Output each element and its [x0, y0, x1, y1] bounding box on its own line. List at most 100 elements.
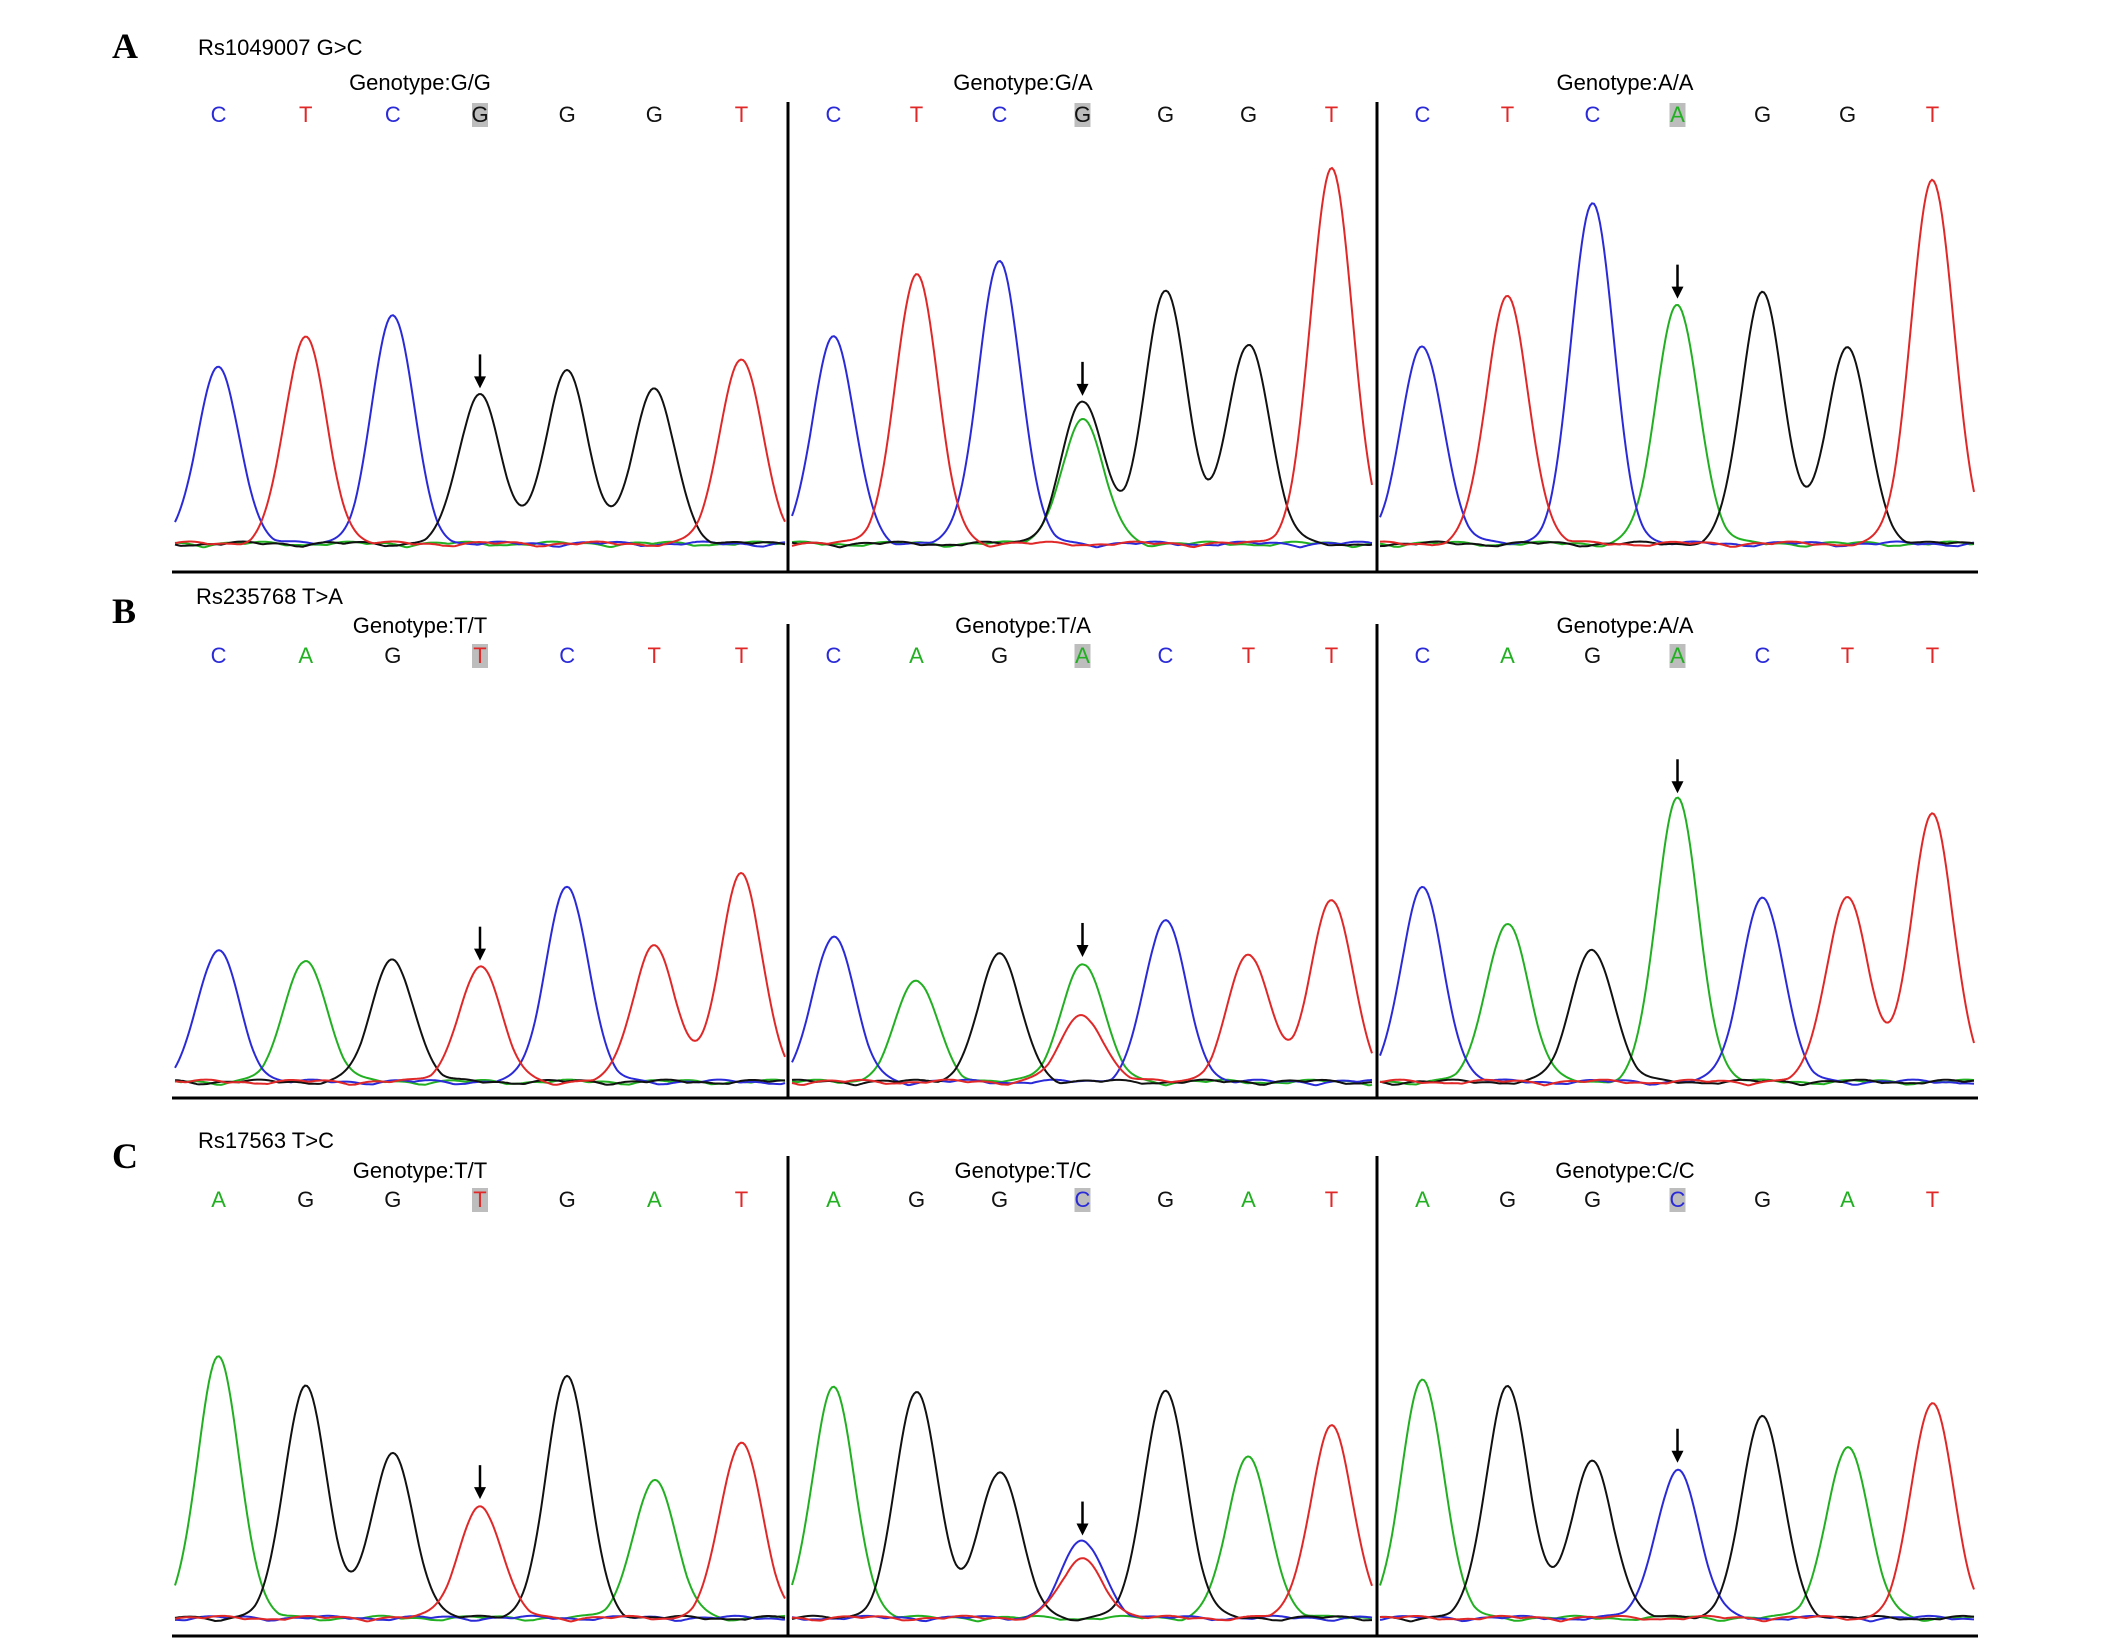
trace-a: [174, 1355, 786, 1622]
base-call-letter: C: [1158, 643, 1174, 668]
base-call-letter: G: [1074, 102, 1091, 127]
variant-highlight: [1669, 644, 1686, 668]
trace-g: [174, 958, 785, 1086]
trace-c: [1379, 1468, 1975, 1623]
variant-arrowhead: [1076, 383, 1089, 396]
base-call-letter: G: [1584, 1187, 1601, 1212]
base-call-letter: T: [735, 102, 748, 127]
base-call-letter: A: [1075, 643, 1090, 668]
panel-a-genotype-1-title: Genotype:G/G: [349, 70, 491, 95]
base-call-letter: C: [826, 643, 842, 668]
base-call-letter: T: [1325, 643, 1338, 668]
trace-t: [792, 1424, 1373, 1622]
base-call-letter: T: [648, 643, 661, 668]
base-call-letter: A: [1415, 1187, 1430, 1212]
base-call-letter: A: [211, 1187, 226, 1212]
panel-c-snp-title: Rs17563 T>C: [198, 1128, 334, 1153]
panel-b-snp-title: Rs235768 T>A: [196, 584, 343, 609]
base-call-letter: T: [473, 643, 486, 668]
chromatogram-traces: [174, 166, 1975, 1623]
base-call-letter: G: [559, 102, 576, 127]
base-call-letter: C: [559, 643, 575, 668]
variant-highlight: [472, 644, 488, 668]
trace-t: [1380, 178, 1975, 548]
trace-g: [791, 952, 1373, 1087]
trace-c: [174, 885, 786, 1086]
base-call-letter: G: [297, 1187, 314, 1212]
variant-arrowhead: [1671, 1450, 1684, 1463]
variant-arrowhead: [1671, 781, 1684, 794]
trace-g: [1379, 948, 1975, 1087]
trace-t: [1379, 1402, 1975, 1623]
base-call-letter: A: [1500, 643, 1515, 668]
variant-highlight: [472, 103, 488, 127]
panel-b-genotype-1-title: Genotype:T/T: [353, 613, 488, 638]
base-call-letter: G: [908, 1187, 925, 1212]
variant-arrowhead: [1671, 286, 1684, 299]
base-call-letter: C: [211, 643, 227, 668]
variant-highlight: [1074, 103, 1091, 127]
base-call-letter: G: [1754, 102, 1771, 127]
base-call-letter: A: [1670, 102, 1685, 127]
base-call-letter: C: [1415, 643, 1431, 668]
variant-highlight: [1669, 103, 1686, 127]
panel-b-genotype-2-title: Genotype:T/A: [955, 613, 1091, 638]
panel-a-genotype-2-title: Genotype:G/A: [953, 70, 1093, 95]
base-call-letter: C: [826, 102, 842, 127]
variant-arrowhead: [474, 948, 486, 961]
panel-b-genotype-3-title: Genotype:A/A: [1557, 613, 1694, 638]
base-call-letter: G: [471, 102, 488, 127]
base-calls: C T C G G G T C T C G G G T C T C A G G T C A G T C T T C A G A C T T C A G A C…: [211, 102, 1939, 1212]
base-call-letter: T: [473, 1187, 486, 1212]
trace-a: [791, 417, 1373, 549]
variant-highlight: [1074, 644, 1091, 668]
trace-t: [791, 166, 1373, 549]
base-call-letter: G: [991, 1187, 1008, 1212]
base-call-letter: T: [1841, 643, 1854, 668]
panel-c-genotype-2-title: Genotype:T/C: [955, 1158, 1092, 1183]
base-call-letter: G: [1584, 643, 1601, 668]
base-call-letter: G: [1839, 102, 1856, 127]
base-call-letter: C: [1670, 1187, 1686, 1212]
base-call-letter: C: [1755, 643, 1771, 668]
base-call-letter: G: [1754, 1187, 1771, 1212]
base-call-letter: G: [384, 643, 401, 668]
base-call-letter: C: [385, 102, 401, 127]
trace-a: [1379, 796, 1975, 1086]
trace-t: [174, 1441, 786, 1623]
panel-a-letter: A: [112, 26, 138, 66]
variant-highlight: [1669, 1188, 1686, 1212]
trace-a: [1379, 303, 1975, 548]
base-call-letter: T: [1325, 1187, 1338, 1212]
panel-frames: [172, 102, 1978, 1638]
base-call-letter: A: [826, 1187, 841, 1212]
base-call-letter: C: [1075, 1187, 1091, 1212]
base-call-letter: T: [735, 1187, 748, 1212]
base-call-letter: A: [298, 643, 313, 668]
trace-c: [791, 259, 1373, 549]
panel-a-genotype-3-title: Genotype:A/A: [1557, 70, 1694, 95]
base-call-letter: G: [646, 102, 663, 127]
base-call-letter: T: [910, 102, 923, 127]
base-call-letter: G: [1499, 1187, 1516, 1212]
trace-t: [175, 871, 786, 1086]
base-call-letter: G: [1157, 102, 1174, 127]
trace-t: [174, 335, 786, 548]
panel-c-letter: C: [112, 1136, 138, 1176]
base-call-letter: A: [647, 1187, 662, 1212]
base-call-letter: A: [1241, 1187, 1256, 1212]
base-call-letter: G: [991, 643, 1008, 668]
trace-c: [1379, 885, 1975, 1086]
panel-c-genotype-3-title: Genotype:C/C: [1555, 1158, 1695, 1183]
base-call-letter: G: [559, 1187, 576, 1212]
base-call-letter: A: [909, 643, 924, 668]
base-call-letter: T: [1242, 643, 1255, 668]
base-call-letter: T: [1926, 1187, 1939, 1212]
variant-highlight: [1074, 1188, 1091, 1212]
variant-arrowhead: [1076, 944, 1089, 957]
panel-a-snp-title: Rs1049007 G>C: [198, 35, 363, 60]
trace-t: [791, 899, 1373, 1086]
base-call-letter: T: [735, 643, 748, 668]
base-call-letter: G: [1240, 102, 1257, 127]
